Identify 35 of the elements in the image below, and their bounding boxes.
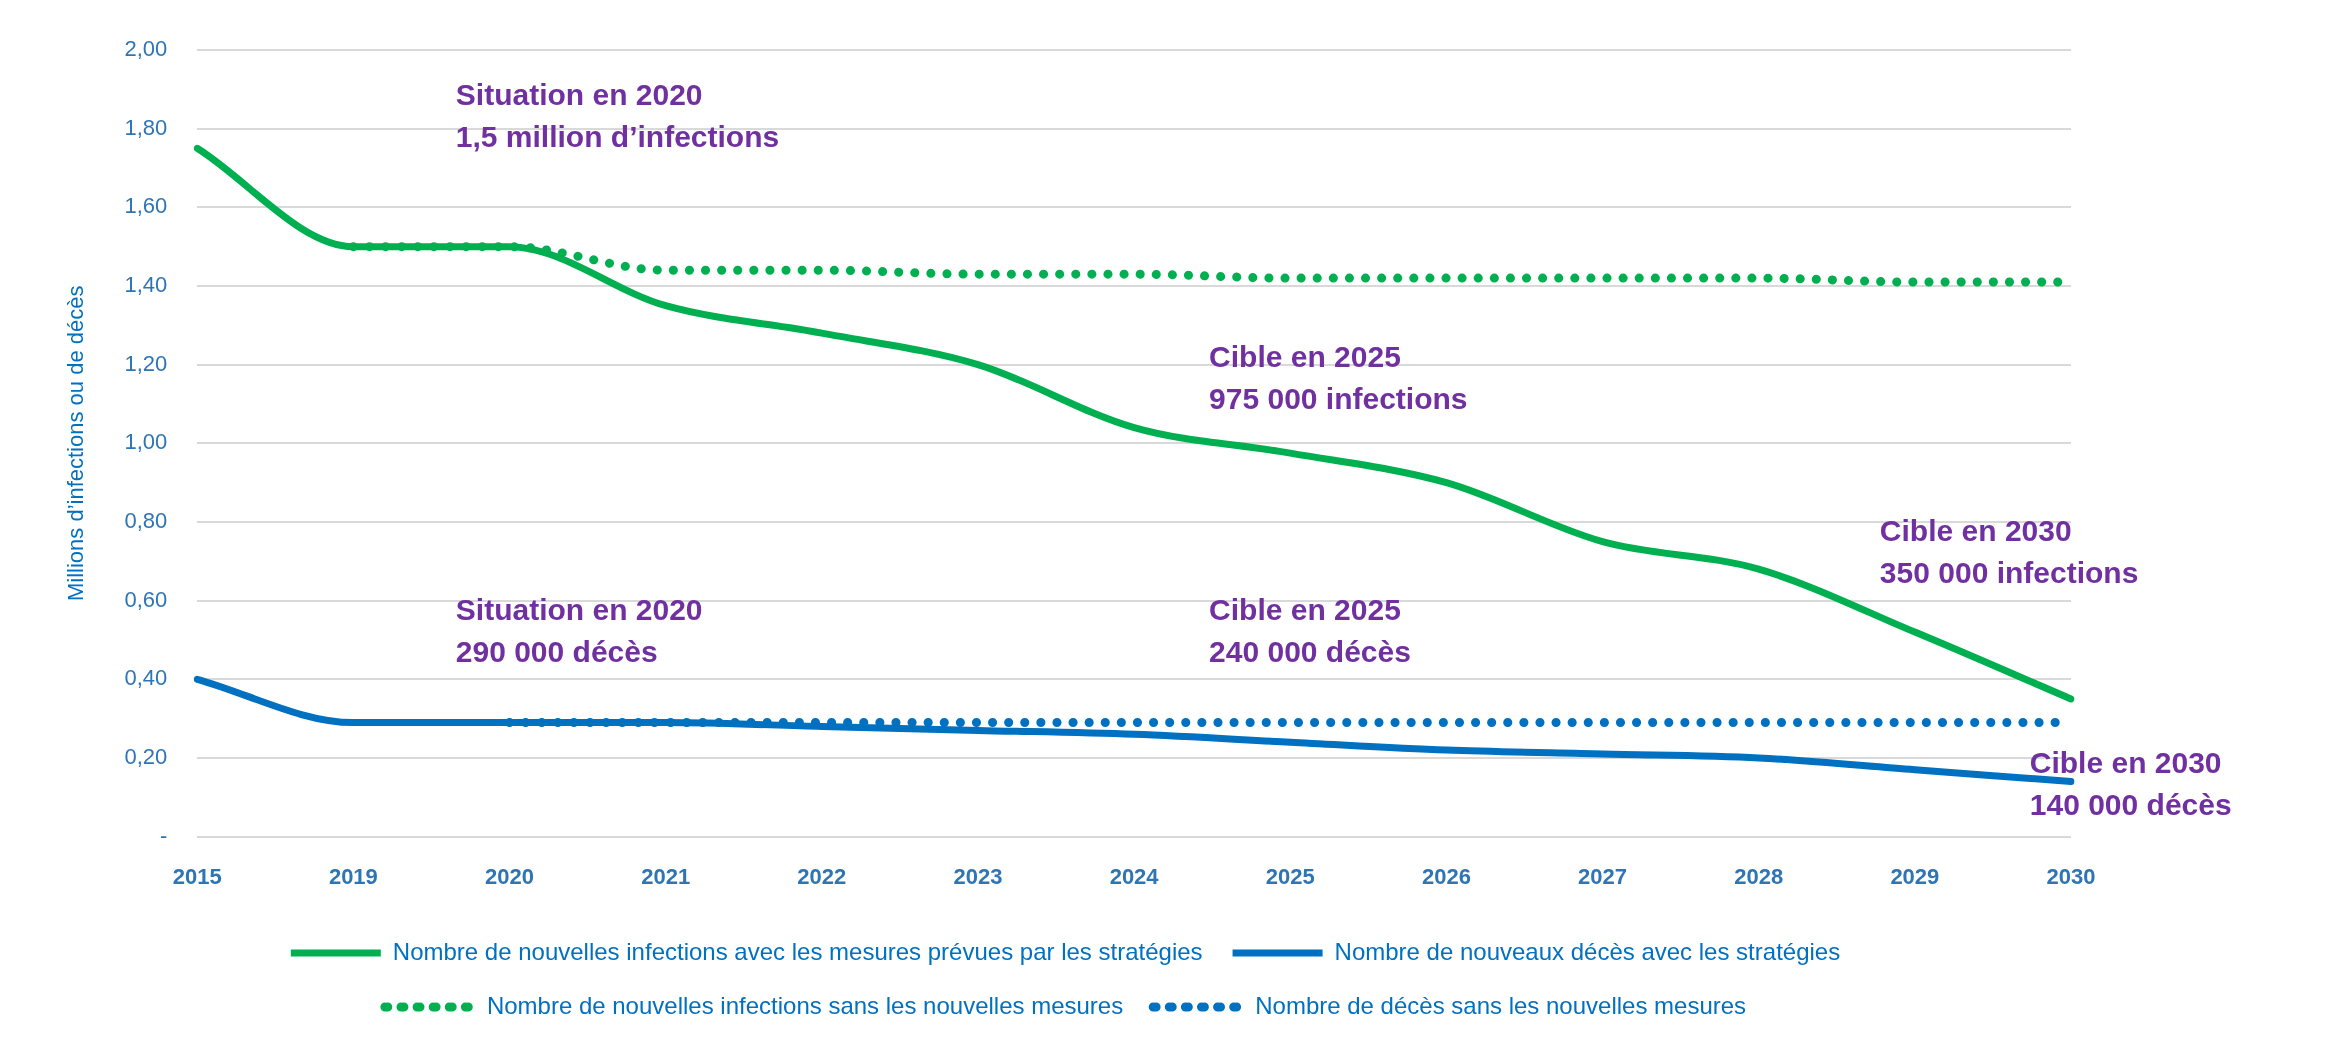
y-tick-label: - (159, 822, 168, 848)
legend-label: Nombre de nouvelles infections avec les mesures prévues par les stratégies (392, 937, 1203, 965)
y-tick-label: 2,00 (124, 36, 168, 62)
y-tick-label: 1,20 (124, 350, 168, 376)
x-tick-label: 2027 (1578, 863, 1628, 889)
annotation: Situation en 2020 290 000 décès (455, 592, 703, 668)
legend-label: Nombre de nouvelles infections sans les nouvelles mesures (486, 991, 1124, 1019)
x-tick-label: 2021 (641, 863, 691, 889)
x-tick-label: 2024 (1109, 863, 1160, 889)
x-tick-label: 2019 (328, 863, 378, 889)
annotation: Cible en 2025 975 000 infections (1209, 339, 1468, 415)
x-tick-label: 2025 (1265, 863, 1315, 889)
x-tick-label: 2029 (1890, 863, 1940, 889)
y-tick-label: 0,80 (124, 508, 168, 534)
x-tick-label: 2023 (953, 863, 1003, 889)
x-tick-label: 2015 (172, 863, 222, 889)
y-tick-label: 1,60 (124, 193, 168, 219)
y-axis-title: Millions d’infections ou de décès (63, 285, 89, 602)
x-tick-label: 2028 (1734, 863, 1784, 889)
annotation: Cible en 2030 140 000 décès (2029, 746, 2232, 822)
legend-label: Nombre de décès sans les nouvelles mesures (1255, 991, 1747, 1019)
y-tick-label: 0,20 (124, 744, 168, 769)
annotation: Cible en 2030 350 000 infections (1879, 514, 2139, 590)
y-tick-label: 1,80 (124, 114, 168, 140)
x-tick-label: 2026 (1421, 863, 1471, 889)
x-tick-label: 2020 (485, 863, 534, 889)
y-tick-label: 0,40 (124, 665, 168, 691)
y-tick-label: 1,40 (124, 272, 168, 298)
annotation: Cible en 2025 240 000 décès (1209, 592, 1411, 668)
y-tick-label: 1,00 (124, 429, 168, 455)
legend-label: Nombre de nouveaux décès avec les stratégies (1334, 937, 1841, 965)
y-tick-label: 0,60 (124, 586, 168, 612)
annotation: Situation en 2020 1,5 million d’infections (455, 77, 780, 153)
x-tick-label: 2030 (2046, 863, 2096, 889)
x-tick-label: 2022 (797, 863, 847, 889)
